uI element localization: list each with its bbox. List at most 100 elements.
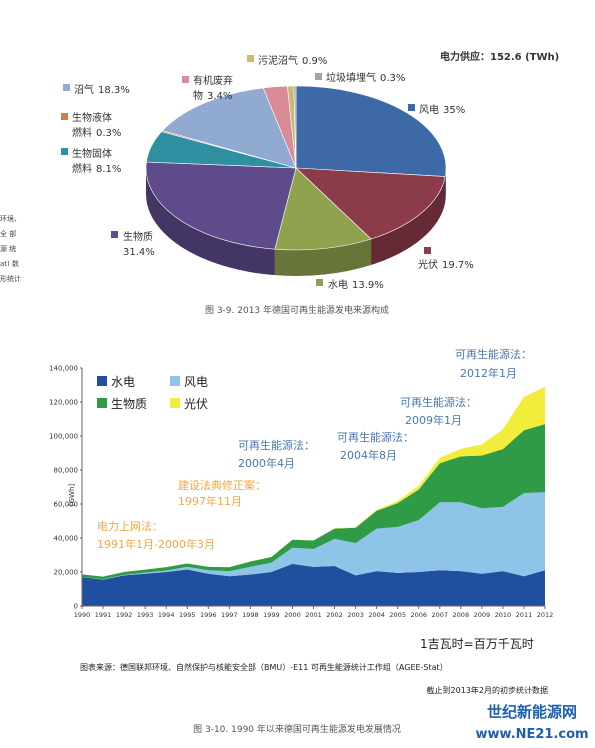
side-text: 环境、 xyxy=(0,214,21,223)
annotation: 1991年1月-2000年3月 xyxy=(97,537,215,551)
slice-value: 0.3% xyxy=(380,73,405,84)
slice-label: 沼气 18.3% xyxy=(74,83,130,96)
slice-label: 有机废弃物 3.4% xyxy=(193,74,233,102)
pie-side xyxy=(371,176,446,265)
slice-label: 生物液体燃料 0.3% xyxy=(72,111,121,139)
x-tick-label: 1991 xyxy=(95,611,112,619)
x-tick-label: 1993 xyxy=(137,611,154,619)
slice-value: 8.1% xyxy=(96,164,121,175)
x-tick-label: 2001 xyxy=(305,611,322,619)
pie-slice xyxy=(145,161,297,250)
x-tick-label: 2007 xyxy=(431,611,448,619)
slice-name: 水电 xyxy=(328,278,348,291)
slice-name: 光伏 xyxy=(418,258,438,271)
pie-slice xyxy=(295,167,446,240)
y-tick-label: 60,000 xyxy=(54,501,79,509)
side-text: at) 数 xyxy=(0,259,19,268)
x-tick-label: 2002 xyxy=(326,611,343,619)
x-tick-label: 2012 xyxy=(537,611,554,619)
slice-name: 有机废弃物 xyxy=(193,74,233,102)
pie-header: 电力供应：152.6 (TWh) xyxy=(440,50,559,63)
side-text: 全 部 xyxy=(0,229,16,238)
legend-swatch xyxy=(424,247,431,254)
slice-label: 水电 13.9% xyxy=(328,278,384,291)
legend-label: 光伏 xyxy=(184,397,208,411)
x-tick-label: 2011 xyxy=(516,611,533,619)
slice-name: 污泥沼气 xyxy=(258,54,298,67)
side-text: 形统计 xyxy=(0,274,21,283)
annotation: 可再生能源法： xyxy=(455,347,532,361)
x-tick-label: 2003 xyxy=(347,611,364,619)
slice-name: 生物液体燃料 xyxy=(72,111,112,139)
watermark-title: 世纪新能源网 xyxy=(487,703,577,721)
x-tick-label: 2006 xyxy=(410,611,427,619)
pie-side xyxy=(274,238,372,276)
area-caption: 图 3-10. 1990 年以来德国可再生能源发电发展情况 xyxy=(193,723,401,735)
x-tick-label: 1999 xyxy=(263,611,280,619)
annotation: 可再生能源法： xyxy=(400,395,477,409)
pie-slice xyxy=(162,87,297,169)
x-tick-label: 1994 xyxy=(158,611,175,619)
legend-swatch xyxy=(111,231,118,238)
x-tick-label: 2004 xyxy=(368,611,385,619)
legend-swatch xyxy=(170,376,180,386)
x-tick-label: 1997 xyxy=(221,611,238,619)
slice-name: 生物固体燃料 xyxy=(72,147,112,175)
y-tick-label: 140,000 xyxy=(49,365,78,373)
slice-value: 13.9% xyxy=(352,280,384,291)
annotation: 2000年4月 xyxy=(238,456,295,470)
legend-swatch xyxy=(63,84,70,91)
pie-slice xyxy=(295,85,447,177)
slice-label: 垃圾填埋气 0.3% xyxy=(326,71,405,84)
slice-value: 35% xyxy=(443,105,465,116)
data-note: 截止到2013年2月的初步统计数据 xyxy=(427,685,548,695)
slice-value: 19.7% xyxy=(442,260,474,271)
legend-swatch xyxy=(97,376,107,386)
legend-label: 风电 xyxy=(184,375,208,389)
x-tick-label: 2000 xyxy=(284,611,301,619)
pie-side xyxy=(146,168,275,276)
legend-swatch xyxy=(247,55,254,62)
legend-swatch xyxy=(170,398,180,408)
pie-slice xyxy=(293,85,297,169)
annotation: 可再生能源法： xyxy=(238,438,315,452)
unit-note: 1吉瓦时=百万千瓦时 xyxy=(420,637,534,651)
slice-label: 风电 35% xyxy=(419,103,465,116)
y-tick-label: 20,000 xyxy=(54,569,79,577)
slice-value: 31.4% xyxy=(123,247,155,258)
y-axis-label: [GWh] xyxy=(68,484,76,507)
legend-label: 水电 xyxy=(111,375,135,389)
y-tick-label: 80,000 xyxy=(54,467,79,475)
y-tick-label: 120,000 xyxy=(49,399,78,407)
legend-swatch xyxy=(408,104,415,111)
legend-swatch xyxy=(316,279,323,286)
area xyxy=(82,424,545,580)
slice-label: 污泥沼气 0.9% xyxy=(258,54,327,67)
watermark-bg xyxy=(470,696,595,748)
slice-label: 生物固体燃料 8.1% xyxy=(72,147,121,175)
x-tick-label: 2010 xyxy=(495,611,512,619)
annotation: 建设法典修正案： xyxy=(178,478,266,492)
annotation: 电力上网法： xyxy=(97,519,163,533)
y-tick-label: 0 xyxy=(74,603,78,611)
legend-swatch xyxy=(315,73,322,80)
pie-caption: 图 3-9. 2013 年德国可再生能源发电来源构成 xyxy=(205,304,389,316)
area xyxy=(82,563,545,606)
watermark-url: www.NE21.com xyxy=(475,727,588,742)
legend-swatch xyxy=(182,76,189,83)
annotation: 1997年11月 xyxy=(178,494,242,508)
x-tick-label: 2005 xyxy=(389,611,406,619)
x-tick-label: 2009 xyxy=(474,611,491,619)
slice-name: 垃圾填埋气 xyxy=(326,71,376,84)
slice-value: 18.3% xyxy=(98,85,130,96)
y-tick-label: 100,000 xyxy=(49,433,78,441)
slice-value: 0.3% xyxy=(96,128,121,139)
slice-value: 3.4% xyxy=(207,91,232,102)
legend-swatch xyxy=(61,113,68,120)
slice-name: 生物质 xyxy=(123,230,153,243)
slice-name: 风电 xyxy=(419,103,439,116)
side-text: 源 统 xyxy=(0,244,16,253)
x-tick-label: 1990 xyxy=(74,611,91,619)
slice-name: 沼气 xyxy=(74,83,94,96)
